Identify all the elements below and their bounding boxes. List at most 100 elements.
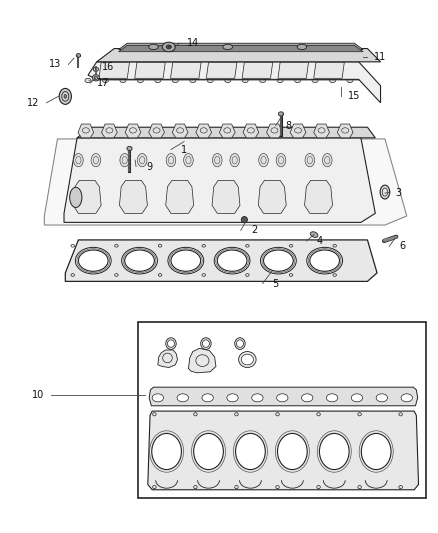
- Polygon shape: [135, 62, 165, 78]
- Ellipse shape: [167, 47, 170, 49]
- Ellipse shape: [171, 250, 201, 271]
- Ellipse shape: [264, 250, 293, 271]
- Polygon shape: [78, 124, 94, 138]
- Ellipse shape: [382, 188, 388, 196]
- Ellipse shape: [85, 78, 91, 83]
- Ellipse shape: [62, 92, 69, 101]
- Ellipse shape: [361, 433, 391, 470]
- Text: 4: 4: [316, 236, 322, 246]
- Ellipse shape: [376, 394, 388, 402]
- Polygon shape: [242, 62, 273, 78]
- Ellipse shape: [261, 247, 296, 274]
- Ellipse shape: [401, 394, 413, 402]
- Polygon shape: [172, 124, 188, 138]
- Ellipse shape: [120, 154, 130, 167]
- Text: 6: 6: [399, 241, 406, 251]
- Text: 5: 5: [272, 279, 279, 288]
- Polygon shape: [120, 180, 148, 213]
- Ellipse shape: [230, 154, 240, 167]
- Polygon shape: [119, 43, 363, 50]
- Polygon shape: [149, 124, 164, 138]
- Polygon shape: [97, 49, 381, 62]
- Ellipse shape: [122, 247, 157, 274]
- Text: 11: 11: [374, 52, 387, 61]
- Ellipse shape: [75, 247, 111, 274]
- Polygon shape: [314, 62, 344, 78]
- Polygon shape: [278, 62, 308, 78]
- Ellipse shape: [239, 352, 256, 368]
- Ellipse shape: [166, 46, 169, 48]
- Polygon shape: [77, 127, 375, 138]
- Ellipse shape: [322, 154, 332, 167]
- Ellipse shape: [202, 394, 213, 402]
- Polygon shape: [102, 124, 117, 138]
- Ellipse shape: [310, 250, 339, 271]
- Ellipse shape: [162, 42, 175, 52]
- Ellipse shape: [102, 78, 109, 83]
- Polygon shape: [65, 240, 377, 281]
- Ellipse shape: [76, 54, 81, 58]
- Polygon shape: [243, 124, 259, 138]
- Ellipse shape: [59, 88, 71, 104]
- Polygon shape: [304, 180, 332, 213]
- Ellipse shape: [91, 154, 101, 167]
- Polygon shape: [119, 45, 363, 52]
- Ellipse shape: [177, 394, 188, 402]
- Ellipse shape: [74, 154, 83, 167]
- Polygon shape: [206, 62, 237, 78]
- Text: 12: 12: [27, 98, 39, 108]
- Polygon shape: [73, 180, 101, 213]
- Polygon shape: [188, 349, 216, 373]
- Polygon shape: [149, 387, 418, 406]
- Text: 14: 14: [187, 38, 199, 48]
- Polygon shape: [212, 180, 240, 213]
- Ellipse shape: [168, 47, 171, 49]
- Ellipse shape: [92, 75, 99, 81]
- Ellipse shape: [236, 433, 265, 470]
- Polygon shape: [158, 350, 177, 368]
- Ellipse shape: [326, 394, 338, 402]
- Ellipse shape: [167, 45, 170, 47]
- Ellipse shape: [241, 216, 247, 223]
- Ellipse shape: [202, 340, 209, 348]
- Ellipse shape: [138, 78, 144, 83]
- Ellipse shape: [242, 78, 248, 83]
- Ellipse shape: [152, 433, 181, 470]
- Ellipse shape: [252, 394, 263, 402]
- Polygon shape: [314, 124, 329, 138]
- Ellipse shape: [294, 78, 300, 83]
- Ellipse shape: [260, 78, 266, 83]
- Polygon shape: [219, 124, 235, 138]
- Ellipse shape: [305, 154, 314, 167]
- Ellipse shape: [70, 187, 82, 207]
- Ellipse shape: [214, 247, 250, 274]
- Ellipse shape: [380, 185, 390, 199]
- Ellipse shape: [319, 433, 349, 470]
- Ellipse shape: [172, 78, 178, 83]
- Ellipse shape: [78, 250, 108, 271]
- Ellipse shape: [212, 154, 222, 167]
- Ellipse shape: [166, 338, 176, 350]
- Ellipse shape: [190, 78, 196, 83]
- Ellipse shape: [138, 154, 147, 167]
- Ellipse shape: [201, 338, 211, 350]
- Ellipse shape: [155, 78, 161, 83]
- Ellipse shape: [301, 394, 313, 402]
- Ellipse shape: [225, 78, 231, 83]
- Text: 3: 3: [395, 188, 401, 198]
- Bar: [138, 322, 426, 498]
- Polygon shape: [125, 124, 141, 138]
- Ellipse shape: [167, 340, 174, 348]
- Ellipse shape: [152, 394, 163, 402]
- Ellipse shape: [217, 250, 247, 271]
- Ellipse shape: [169, 46, 172, 48]
- Text: 8: 8: [286, 120, 292, 131]
- Ellipse shape: [311, 232, 318, 238]
- Text: 16: 16: [102, 62, 114, 72]
- Text: 1: 1: [181, 144, 187, 155]
- Text: 13: 13: [49, 60, 61, 69]
- Ellipse shape: [312, 78, 318, 83]
- Ellipse shape: [184, 154, 193, 167]
- Text: 9: 9: [146, 161, 152, 172]
- Text: 2: 2: [251, 225, 257, 236]
